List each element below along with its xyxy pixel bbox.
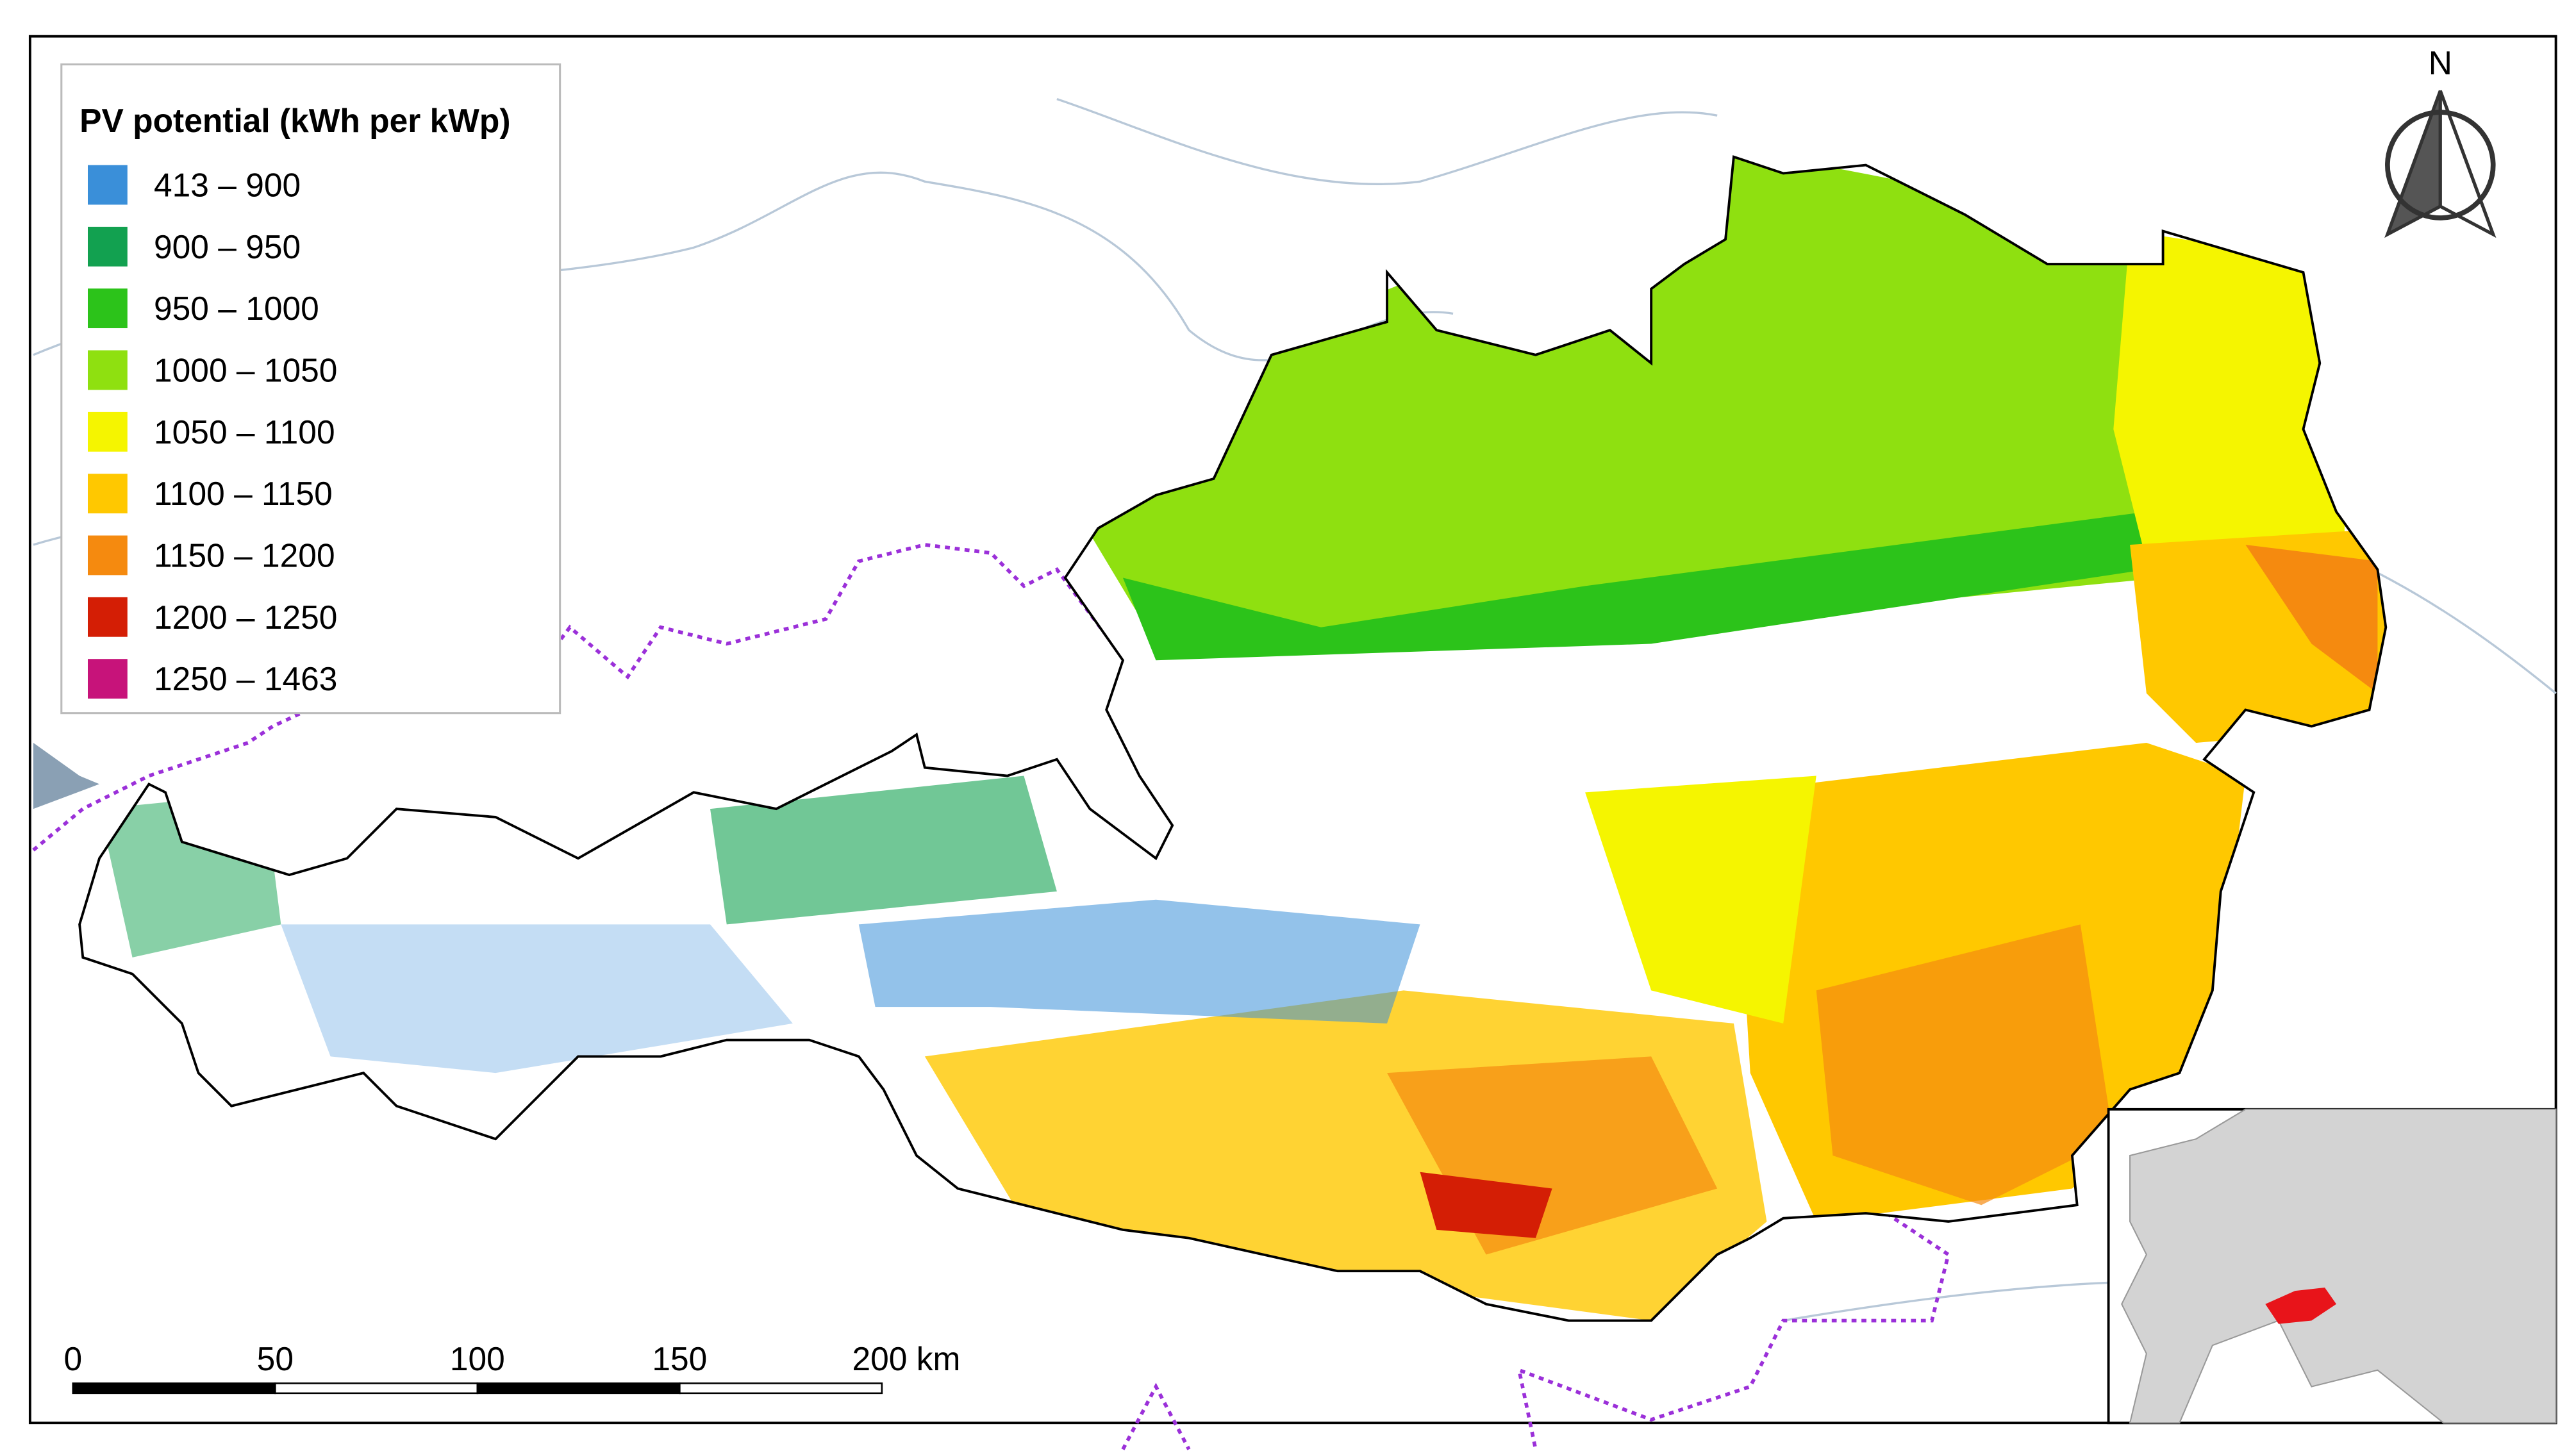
- scale-label: 50: [257, 1340, 294, 1377]
- austria-highlight: [2265, 1288, 2337, 1324]
- north-arrow: N: [2384, 44, 2497, 238]
- legend-box: [60, 63, 561, 715]
- legend-title: PV potential (kWh per kWp): [79, 102, 510, 139]
- legend-swatch: [87, 350, 128, 390]
- legend-label: 1100 – 1150: [154, 475, 333, 512]
- zone-900-950: [710, 775, 1057, 925]
- zone-1200-1250: [1420, 1172, 1552, 1238]
- zone-1050-1100: [2113, 231, 2345, 561]
- europe-land: [2121, 1108, 2557, 1424]
- scale-label: 200 km: [852, 1340, 961, 1377]
- lake: [33, 743, 100, 809]
- scale-label: 150: [652, 1340, 707, 1377]
- legend-items: 413 – 900 900 – 950 950 – 1000 1000 – 1050 1…: [87, 165, 337, 699]
- zone-1150-1200: [1816, 924, 2114, 1206]
- neighbour-border: [1121, 1382, 1191, 1450]
- legend-label: 1150 – 1200: [154, 536, 335, 574]
- legend-swatch: [87, 659, 128, 699]
- zone-1000-1050: [1056, 156, 2163, 644]
- scale-label: 100: [450, 1340, 505, 1377]
- legend-swatch: [87, 535, 128, 576]
- legend-label: 950 – 1000: [154, 290, 319, 327]
- legend-swatch: [87, 165, 128, 205]
- river: [1056, 97, 1718, 186]
- legend-swatch: [87, 597, 128, 637]
- zone-413-900: [858, 899, 1420, 1024]
- legend-label: 900 – 950: [154, 228, 301, 265]
- north-label: N: [2429, 44, 2452, 81]
- arrow-ring: [2385, 110, 2496, 220]
- legend-label: 1200 – 1250: [154, 599, 337, 636]
- scale-bar: 0 50 100 150 200 km: [63, 1340, 961, 1395]
- legend-swatch: [87, 474, 128, 514]
- scale-segment: [72, 1382, 276, 1395]
- legend-label: 1250 – 1463: [154, 660, 337, 697]
- zone-1050-1100: [1585, 775, 1816, 1024]
- legend-swatch: [87, 411, 128, 452]
- scale-segment: [476, 1382, 681, 1395]
- scale-segment: [274, 1382, 479, 1395]
- legend-label: 413 – 900: [154, 167, 301, 204]
- legend-swatch: [87, 288, 128, 329]
- legend-label: 1000 – 1050: [154, 351, 337, 388]
- scale-label: 0: [63, 1340, 82, 1377]
- scale-segment: [679, 1382, 883, 1395]
- inset-map: [2107, 1107, 2557, 1425]
- zone-1150-1200: [2245, 544, 2378, 693]
- zone-413-900: [281, 924, 793, 1074]
- legend-label: 1050 – 1100: [154, 413, 335, 451]
- legend-swatch: [87, 226, 128, 267]
- zone-950-1000: [1122, 511, 2147, 661]
